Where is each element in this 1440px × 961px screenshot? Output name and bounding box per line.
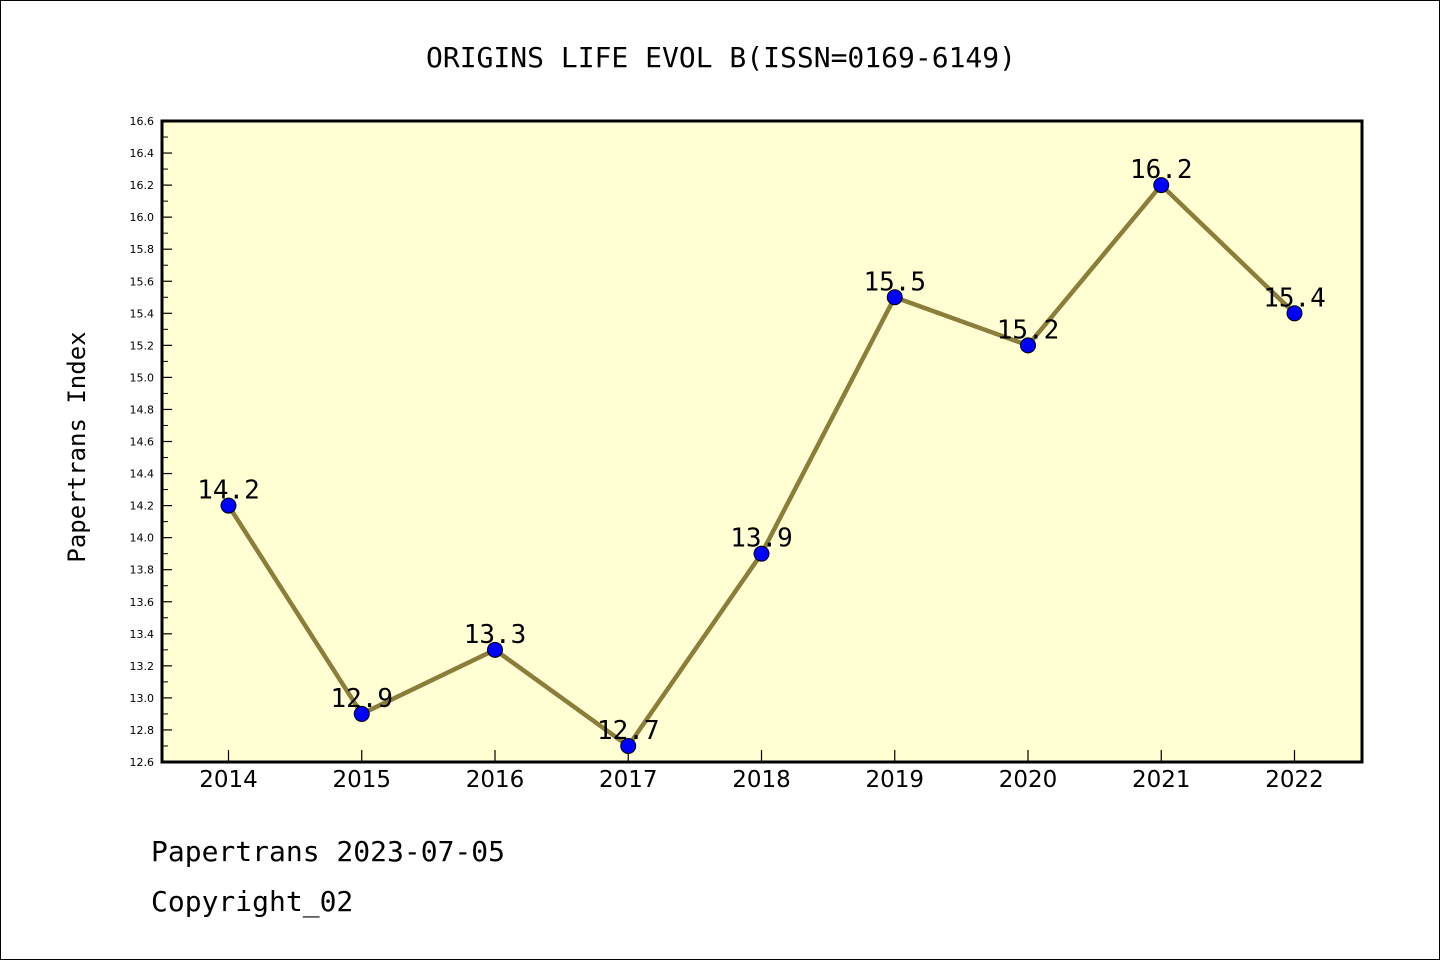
series-line-group: 14.2 12.9 13.3 12.7 13.9 15.5 15.2 16.2 15.4 <box>197 155 1326 754</box>
y-tick-label: 15.8 <box>130 243 155 256</box>
data-point <box>1153 177 1170 194</box>
footer-copyright: Copyright_02 <box>151 885 354 918</box>
y-tick-label: 13.2 <box>130 660 155 673</box>
data-label: 16.2 <box>1130 155 1193 185</box>
data-point <box>620 737 637 754</box>
data-point <box>1286 305 1303 322</box>
y-tick-label: 15.4 <box>130 307 155 320</box>
data-label: 12.9 <box>330 684 393 714</box>
plot-area <box>162 121 1362 762</box>
x-tick-label: 2018 <box>732 767 791 793</box>
y-tick-label: 12.8 <box>130 724 155 737</box>
x-tick-label: 2022 <box>1265 767 1324 793</box>
y-tick-label: 14.0 <box>130 532 155 545</box>
data-label: 12.7 <box>597 716 660 746</box>
x-tick-label: 2020 <box>999 767 1058 793</box>
y-tick-label: 13.4 <box>130 628 155 641</box>
data-point <box>220 497 237 514</box>
data-label: 15.2 <box>997 315 1060 345</box>
x-tick-label: 2015 <box>332 767 391 793</box>
data-point <box>487 641 503 658</box>
y-tick-label: 14.8 <box>130 403 155 416</box>
data-label: 14.2 <box>197 476 260 506</box>
y-tick-label: 15.0 <box>130 371 155 384</box>
data-label: 13.3 <box>464 620 527 650</box>
x-tick-label: 2017 <box>599 767 658 793</box>
plot-border <box>160 119 1364 764</box>
y-tick-label: 14.6 <box>130 436 155 449</box>
y-axis-label: Papertrans Index <box>63 331 91 562</box>
axis-ticks: 12.6 12.8 13.0 13.2 13.4 13.6 13.8 14.0 14.2 14.4… <box>130 115 1324 793</box>
data-label: 13.9 <box>730 524 793 554</box>
y-tick-label: 15.2 <box>130 339 155 352</box>
y-tick-label: 13.6 <box>130 596 155 609</box>
data-point <box>353 705 370 722</box>
x-tick-label: 2021 <box>1132 767 1191 793</box>
y-tick-label: 16.0 <box>130 211 155 224</box>
data-label: 15.5 <box>863 267 926 297</box>
x-tick-label: 2016 <box>466 767 525 793</box>
y-tick-label: 13.0 <box>130 692 155 705</box>
y-tick-label: 15.6 <box>130 275 155 288</box>
chart-title: ORIGINS LIFE EVOL B(ISSN=0169-6149) <box>426 41 1016 74</box>
x-tick-label: 2014 <box>199 767 258 793</box>
y-tick-label: 14.2 <box>130 500 155 513</box>
data-point <box>1020 337 1036 354</box>
footer-date: Papertrans 2023-07-05 <box>151 835 506 868</box>
y-tick-label: 13.8 <box>130 564 155 577</box>
y-tick-label: 14.4 <box>130 468 155 481</box>
y-tick-label: 16.2 <box>130 179 155 192</box>
y-tick-label: 16.4 <box>130 147 155 160</box>
data-point <box>753 545 770 562</box>
data-label: 15.4 <box>1263 283 1326 313</box>
x-tick-label: 2019 <box>865 767 924 793</box>
y-tick-label: 16.6 <box>130 115 155 128</box>
y-tick-label: 12.6 <box>130 756 155 769</box>
data-point <box>886 289 903 306</box>
